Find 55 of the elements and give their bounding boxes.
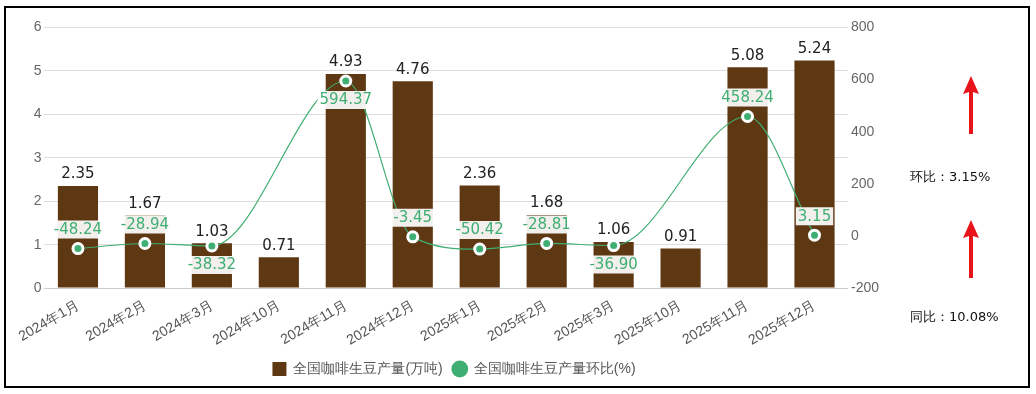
text: 同比：10.08% bbox=[910, 308, 999, 326]
data-label: -3.45 bbox=[393, 208, 433, 227]
data-label: -38.32 bbox=[187, 255, 237, 274]
x-tick-label: 2024年1月 bbox=[15, 296, 82, 344]
y2-tick-label: 0 bbox=[850, 226, 859, 243]
point bbox=[473, 242, 487, 256]
bar bbox=[392, 81, 433, 288]
y2-tick-label: 800 bbox=[850, 18, 875, 35]
bar bbox=[660, 248, 701, 288]
data-label: -28.81 bbox=[522, 214, 571, 233]
legend-label: 全国咖啡生豆产量环比(%) bbox=[473, 359, 636, 376]
y-tick-label: 4 bbox=[33, 105, 42, 122]
x-tick-label: 2025年1月 bbox=[417, 296, 484, 344]
point bbox=[406, 230, 420, 244]
y-tick-label: 3 bbox=[33, 148, 42, 165]
data-label: 0.71 bbox=[262, 235, 296, 254]
point bbox=[138, 237, 152, 250]
data-label: 3.15 bbox=[797, 206, 832, 225]
point bbox=[339, 74, 353, 88]
bar bbox=[794, 60, 835, 288]
point bbox=[71, 242, 85, 256]
data-label: -28.94 bbox=[120, 214, 170, 233]
data-label: -36.90 bbox=[589, 254, 638, 273]
data-label: 1.67 bbox=[128, 193, 162, 212]
data-label: 1.06 bbox=[596, 220, 631, 239]
data-label: 5.08 bbox=[730, 45, 765, 64]
data-label: 0.91 bbox=[663, 226, 698, 245]
y2-tick-label: 200 bbox=[850, 174, 875, 191]
data-label: 1.03 bbox=[195, 221, 229, 240]
y-tick-label: 0 bbox=[33, 278, 42, 295]
bar bbox=[258, 257, 299, 288]
x-tick-label: 2024年2月 bbox=[82, 296, 149, 344]
data-label: -48.24 bbox=[53, 219, 103, 238]
point bbox=[808, 228, 821, 242]
y-tick-label: 1 bbox=[33, 235, 42, 252]
point bbox=[540, 236, 554, 250]
data-label: 594.37 bbox=[319, 90, 373, 109]
data-label: 1.68 bbox=[529, 193, 564, 212]
data-label: -50.42 bbox=[455, 220, 504, 239]
text: 环比：3.15% bbox=[910, 168, 991, 186]
data-label: 5.24 bbox=[797, 38, 832, 57]
data-label: 458.24 bbox=[721, 87, 774, 106]
legend-label: 全国咖啡生豆产量(万吨) bbox=[293, 359, 443, 376]
y2-tick-label: 600 bbox=[850, 70, 875, 87]
y-tick-label: 6 bbox=[33, 18, 42, 35]
point bbox=[741, 109, 755, 123]
y-tick-label: 2 bbox=[33, 192, 42, 209]
y-tick-label: 5 bbox=[33, 61, 42, 78]
y2-tick-label: 400 bbox=[850, 122, 875, 139]
y2-tick-label: -200 bbox=[850, 278, 880, 295]
data-label: 2.36 bbox=[463, 163, 497, 182]
x-tick-label: 2025年2月 bbox=[484, 296, 551, 344]
data-label: 4.93 bbox=[329, 52, 363, 71]
data-label: 2.35 bbox=[61, 164, 95, 183]
data-label: 4.76 bbox=[396, 59, 430, 78]
